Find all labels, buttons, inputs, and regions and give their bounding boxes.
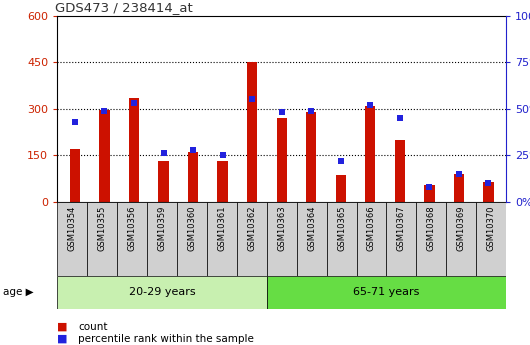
Text: age ▶: age ▶: [3, 287, 33, 297]
Point: [366, 102, 375, 108]
Text: GSM10361: GSM10361: [217, 206, 226, 251]
Point: [189, 147, 197, 152]
Bar: [177, 202, 207, 276]
Point: [218, 152, 227, 158]
Text: GSM10366: GSM10366: [367, 206, 376, 251]
Bar: [57, 276, 267, 309]
Bar: [99, 110, 110, 202]
Point: [307, 108, 315, 113]
Point: [455, 171, 463, 177]
Bar: [386, 202, 417, 276]
Bar: [117, 202, 147, 276]
Bar: [129, 98, 139, 202]
Point: [395, 115, 404, 121]
Bar: [446, 202, 476, 276]
Bar: [237, 202, 267, 276]
Text: GSM10355: GSM10355: [98, 206, 107, 251]
Bar: [147, 202, 177, 276]
Bar: [158, 161, 169, 202]
Bar: [277, 118, 287, 202]
Bar: [217, 161, 228, 202]
Bar: [267, 276, 506, 309]
Point: [484, 180, 493, 186]
Text: GSM10354: GSM10354: [68, 206, 77, 251]
Text: GSM10368: GSM10368: [427, 206, 436, 251]
Text: 20-29 years: 20-29 years: [129, 287, 195, 297]
Text: 65-71 years: 65-71 years: [354, 287, 420, 297]
Bar: [57, 202, 87, 276]
Text: count: count: [78, 322, 108, 332]
Bar: [476, 202, 506, 276]
Text: ■: ■: [57, 322, 68, 332]
Text: GSM10360: GSM10360: [188, 206, 197, 251]
Point: [337, 158, 345, 164]
Point: [277, 110, 286, 115]
Text: GSM10370: GSM10370: [487, 206, 496, 251]
Text: GSM10364: GSM10364: [307, 206, 316, 251]
Bar: [87, 202, 117, 276]
Bar: [417, 202, 446, 276]
Point: [248, 97, 257, 102]
Point: [70, 119, 79, 125]
Bar: [297, 202, 326, 276]
Text: GSM10359: GSM10359: [157, 206, 166, 251]
Bar: [247, 62, 258, 202]
Point: [425, 184, 434, 190]
Bar: [267, 202, 297, 276]
Bar: [357, 202, 386, 276]
Text: GSM10356: GSM10356: [128, 206, 137, 251]
Point: [130, 100, 138, 106]
Text: GSM10362: GSM10362: [248, 206, 257, 251]
Bar: [365, 106, 375, 202]
Bar: [306, 112, 316, 202]
Bar: [326, 202, 357, 276]
Bar: [335, 175, 346, 202]
Point: [160, 151, 168, 156]
Bar: [188, 152, 198, 202]
Text: percentile rank within the sample: percentile rank within the sample: [78, 334, 254, 344]
Bar: [483, 181, 493, 202]
Point: [100, 108, 109, 113]
Bar: [70, 149, 80, 202]
Bar: [395, 140, 405, 202]
Bar: [454, 174, 464, 202]
Text: GSM10367: GSM10367: [397, 206, 406, 251]
Bar: [207, 202, 237, 276]
Text: GSM10369: GSM10369: [457, 206, 466, 251]
Bar: [424, 185, 435, 202]
Text: GDS473 / 238414_at: GDS473 / 238414_at: [55, 1, 193, 14]
Text: ■: ■: [57, 334, 68, 344]
Text: GSM10365: GSM10365: [337, 206, 346, 251]
Text: GSM10363: GSM10363: [277, 206, 286, 251]
